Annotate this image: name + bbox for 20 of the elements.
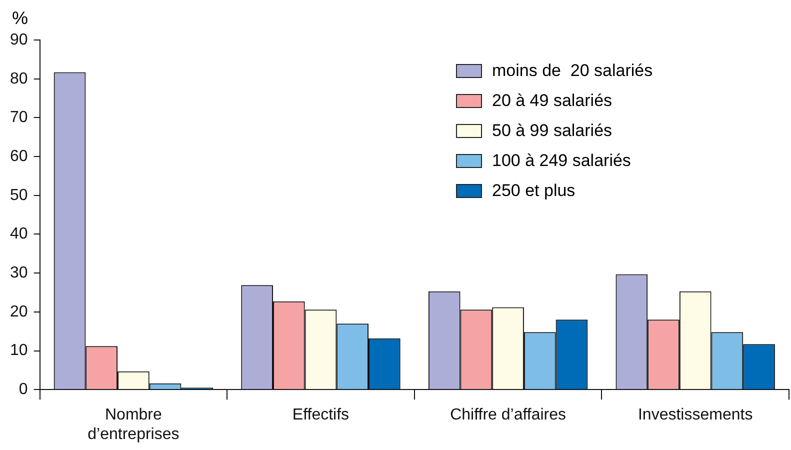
y-tick-label: 80 (10, 70, 28, 88)
x-tick-label: Chiffre d’affaires (450, 406, 566, 424)
legend-label: 20 à 49 salariés (492, 90, 612, 112)
x-tick-label: Nombre d’entreprises (88, 406, 180, 443)
y-tick-label: 50 (10, 186, 28, 204)
x-tick-label: Investissements (638, 406, 753, 424)
y-tick-label: 40 (10, 226, 28, 243)
legend-label: 250 et plus (492, 180, 576, 202)
y-tick-label: 10 (10, 342, 28, 360)
legend-label: 50 à 99 salariés (492, 120, 612, 142)
y-tick-label: 70 (10, 109, 28, 126)
y-tick-label: 30 (10, 264, 28, 282)
x-tick-label: Effectifs (292, 406, 350, 424)
legend-label: moins de 20 salariés (492, 60, 653, 82)
y-tick-label: 20 (10, 303, 28, 320)
y-tick-label: 60 (10, 148, 28, 165)
y-axis-title: % (12, 8, 28, 29)
y-tick-label: 90 (10, 31, 28, 48)
y-tick-label: 0 (18, 381, 28, 398)
legend-label: 100 à 249 salariés (492, 150, 631, 172)
